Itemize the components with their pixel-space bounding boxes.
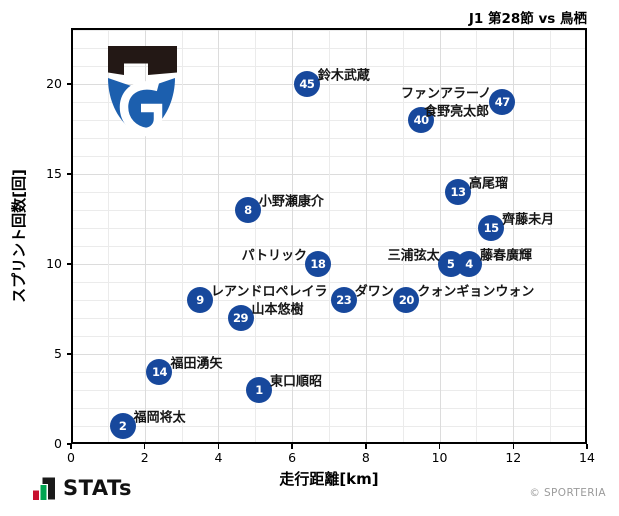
player-name-label: クォンギョンウォン bbox=[417, 284, 535, 300]
player-number: 14 bbox=[151, 365, 168, 379]
player-name-label: 食野亮太郎 bbox=[424, 104, 490, 120]
v-gridline bbox=[107, 28, 109, 444]
player-number: 45 bbox=[299, 77, 315, 91]
y-tick-mark bbox=[66, 83, 71, 85]
player-number: 9 bbox=[196, 293, 204, 307]
player-name-label: 齊藤未月 bbox=[502, 212, 555, 228]
data-point: 14 bbox=[146, 359, 173, 385]
data-point: 20 bbox=[393, 287, 420, 313]
x-tick-mark bbox=[586, 444, 588, 449]
stats-bar-chart-icon bbox=[33, 477, 55, 500]
player-number: 2 bbox=[118, 419, 127, 433]
player-name-label: ファンアラーノ bbox=[401, 86, 492, 102]
y-tick-label: 5 bbox=[54, 346, 62, 361]
x-tick-label: 14 bbox=[579, 450, 595, 465]
player-name-label: 藤春廣輝 bbox=[480, 248, 533, 264]
x-tick-mark bbox=[365, 444, 367, 449]
data-point: 45 bbox=[293, 71, 320, 97]
v-gridline bbox=[329, 28, 330, 444]
data-point: 1 bbox=[245, 377, 272, 403]
player-name-label: 福田湧矢 bbox=[170, 356, 223, 372]
v-gridline bbox=[218, 28, 220, 444]
v-gridline bbox=[181, 28, 183, 444]
data-point: 8 bbox=[234, 197, 261, 223]
v-gridline bbox=[513, 28, 515, 444]
player-name-label: 東口順昭 bbox=[269, 374, 322, 390]
player-number: 18 bbox=[310, 257, 326, 271]
stats-brand-text: STATs bbox=[63, 476, 132, 500]
x-tick-label: 12 bbox=[505, 450, 522, 465]
player-number: 5 bbox=[446, 257, 455, 271]
data-point: 18 bbox=[304, 251, 331, 277]
x-tick-label: 4 bbox=[214, 450, 223, 465]
v-gridline bbox=[402, 28, 404, 444]
player-number: 1 bbox=[255, 383, 263, 397]
player-name-label: ダワン bbox=[354, 284, 394, 300]
data-point: 15 bbox=[478, 215, 505, 241]
player-number: 47 bbox=[494, 95, 511, 109]
v-gridline bbox=[439, 28, 441, 444]
player-number: 4 bbox=[465, 257, 473, 271]
x-axis-label: 走行距離[km] bbox=[279, 470, 379, 488]
v-gridline bbox=[144, 28, 146, 444]
x-tick-label: 0 bbox=[67, 450, 75, 465]
y-tick-mark bbox=[66, 173, 71, 175]
player-name-label: パトリック bbox=[241, 248, 307, 264]
y-tick-label: 20 bbox=[46, 76, 62, 91]
player-number: 40 bbox=[413, 113, 430, 127]
data-point: 13 bbox=[445, 179, 471, 205]
data-point: 9 bbox=[187, 287, 213, 313]
player-name-label: 鈴木武蔵 bbox=[317, 68, 370, 84]
gamba-osaka-crest-icon bbox=[108, 46, 177, 137]
player-name-label: 福岡将太 bbox=[133, 410, 186, 426]
v-gridline bbox=[365, 28, 367, 444]
v-gridline bbox=[550, 28, 552, 444]
player-number: 13 bbox=[450, 185, 466, 199]
plot-area bbox=[71, 28, 587, 444]
y-tick-mark bbox=[66, 353, 71, 355]
x-tick-label: 6 bbox=[288, 450, 297, 465]
player-number: 20 bbox=[398, 293, 415, 307]
x-tick-mark bbox=[291, 444, 293, 449]
x-tick-label: 8 bbox=[361, 450, 370, 465]
player-name-label: 高尾瑠 bbox=[469, 176, 509, 192]
y-tick-mark bbox=[66, 263, 71, 265]
x-tick-mark bbox=[512, 444, 515, 449]
data-point: 2 bbox=[109, 413, 136, 439]
player-number: 29 bbox=[233, 311, 249, 325]
data-point: 47 bbox=[489, 89, 516, 115]
data-point: 23 bbox=[330, 287, 357, 313]
v-gridline bbox=[476, 28, 478, 444]
chart-title: J1 第28節 vs 鳥栖 bbox=[468, 11, 587, 27]
player-number: 15 bbox=[483, 221, 500, 235]
player-number: 8 bbox=[244, 203, 252, 217]
sporteria-credit: © SPORTERIA bbox=[529, 487, 606, 499]
player-number: 23 bbox=[336, 293, 352, 307]
stats-brand: STATs bbox=[33, 476, 132, 500]
player-name-label: 山本悠樹 bbox=[251, 302, 304, 318]
x-tick-label: 2 bbox=[140, 450, 149, 465]
x-tick-mark bbox=[143, 444, 146, 449]
v-gridline bbox=[255, 28, 257, 444]
y-tick-label: 15 bbox=[46, 166, 62, 181]
v-gridline bbox=[292, 28, 294, 444]
y-tick-label: 0 bbox=[54, 436, 62, 451]
x-tick-label: 10 bbox=[431, 450, 448, 465]
player-name-label: 小野瀬康介 bbox=[258, 194, 324, 210]
x-tick-mark bbox=[70, 444, 72, 449]
player-name-label: レアンドロペレイラ bbox=[211, 284, 328, 300]
y-tick-mark bbox=[66, 443, 71, 445]
data-point: 29 bbox=[227, 305, 254, 331]
data-point: 40 bbox=[408, 107, 435, 133]
y-tick-label: 10 bbox=[46, 256, 62, 271]
x-tick-mark bbox=[438, 444, 441, 449]
data-point: 4 bbox=[456, 251, 483, 277]
x-tick-mark bbox=[217, 444, 220, 449]
player-name-label: 三浦弦太 bbox=[387, 248, 440, 264]
